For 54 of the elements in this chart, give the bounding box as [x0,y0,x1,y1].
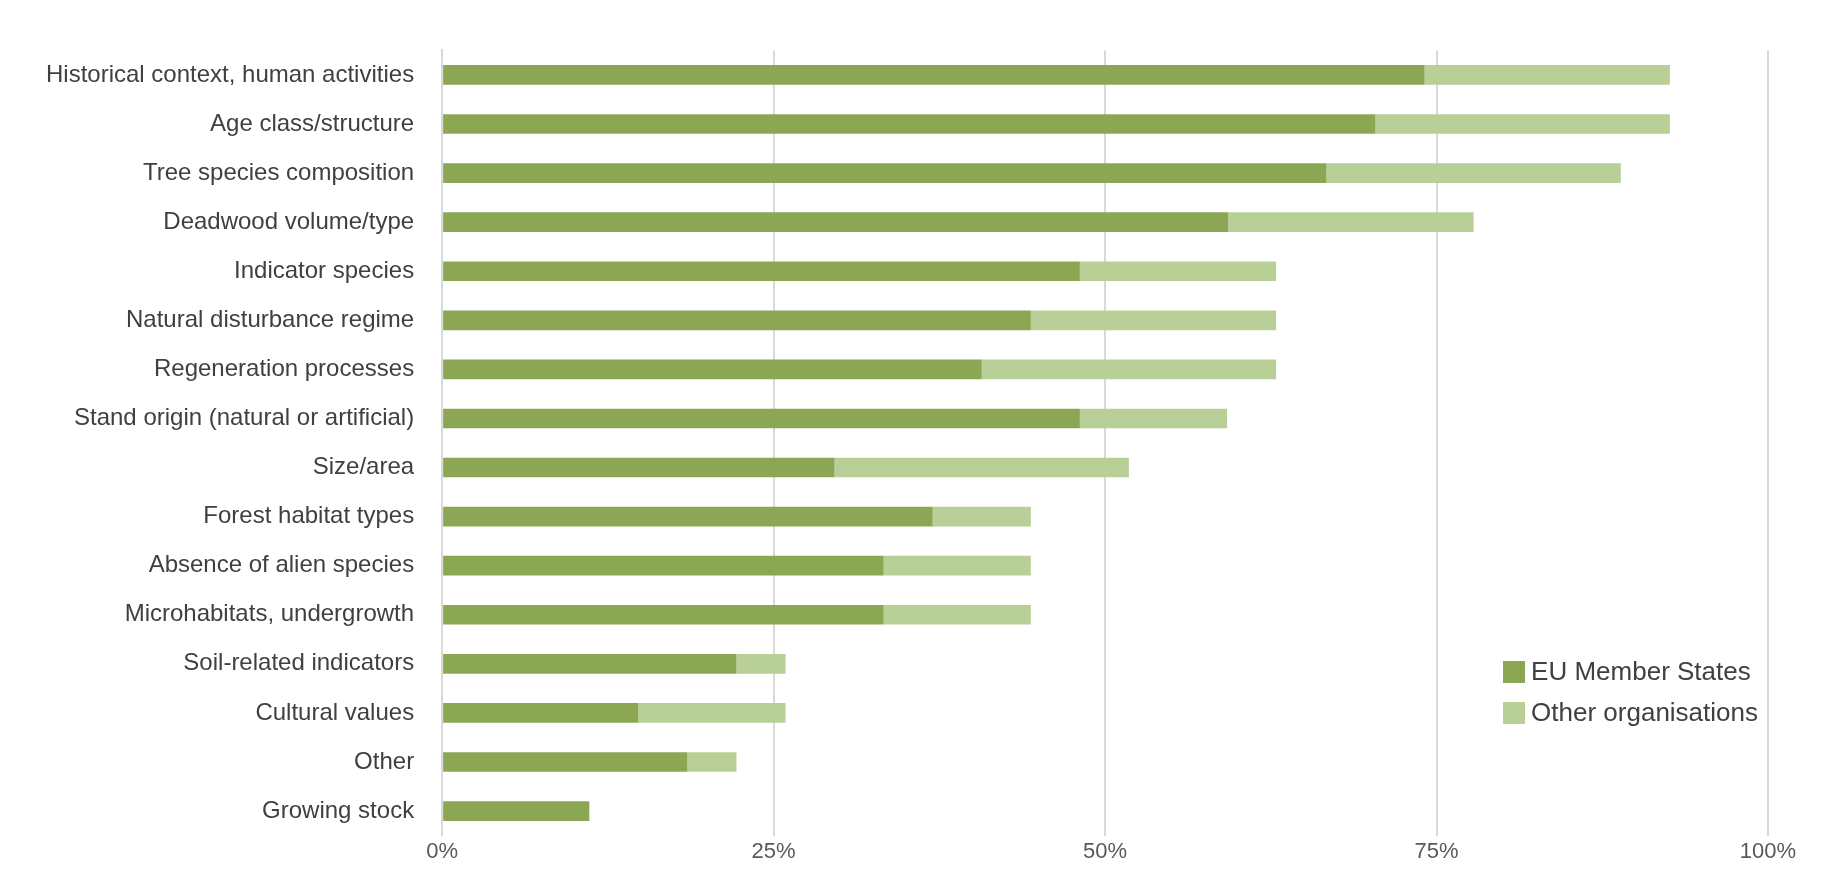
bar [981,359,1277,380]
y-tick-label: Microhabitats, undergrowth [124,599,415,627]
legend-label: EU Member States [1531,656,1751,687]
y-tick-label: Deadwood volume/type [163,206,415,234]
x-tick-label: 25% [751,837,796,863]
bar [443,163,1327,183]
bar [443,65,1425,85]
y-tick-label: Age class/structure [210,108,415,136]
bar [443,408,1080,429]
x-tick-label: 100% [1739,837,1797,863]
x-tick-label: 75% [1414,837,1459,863]
y-tick-label: Growing stock [262,795,416,823]
bar [932,506,1031,527]
bar [443,506,933,527]
bar [883,604,1031,625]
x-tick-label: 50% [1083,837,1128,863]
y-tick-label: Regeneration processes [153,354,415,382]
y-tick-label: Size/area [312,452,415,480]
bar [443,310,1031,331]
bar [443,703,639,723]
y-tick-label: Natural disturbance regime [126,304,415,332]
y-tick-label: Absence of alien species [148,550,415,578]
bar [1228,212,1474,232]
bar [1030,310,1277,331]
bar [883,555,1031,576]
y-tick-label: Soil-related indicators [183,648,415,676]
bar [443,801,590,821]
bar [443,261,1080,282]
bar [687,752,737,772]
bar [443,555,884,576]
bar [443,654,737,674]
bar [1326,163,1621,183]
bar [1079,261,1277,282]
y-tick-label: Cultural values [255,697,415,725]
x-tick-label: 0% [426,837,459,863]
bar [443,752,688,772]
bar [1375,114,1670,134]
bar [1424,65,1670,85]
y-tick-label: Stand origin (natural or artificial) [73,403,415,431]
bar [443,114,1376,134]
bar [834,457,1129,478]
bar [736,654,786,674]
y-tick-label: Indicator species [234,255,415,283]
y-tick-label: Historical context, human activities [45,59,415,87]
y-tick-label: Tree species composition [142,157,415,185]
bar [443,604,884,625]
bar [443,359,982,380]
y-tick-label: Forest habitat types [203,501,415,529]
legend-label: Other organisations [1531,697,1758,728]
bar [1079,408,1228,429]
bar [443,457,835,478]
bar [443,212,1229,232]
y-tick-label: Other [354,746,415,774]
bar [638,703,786,723]
